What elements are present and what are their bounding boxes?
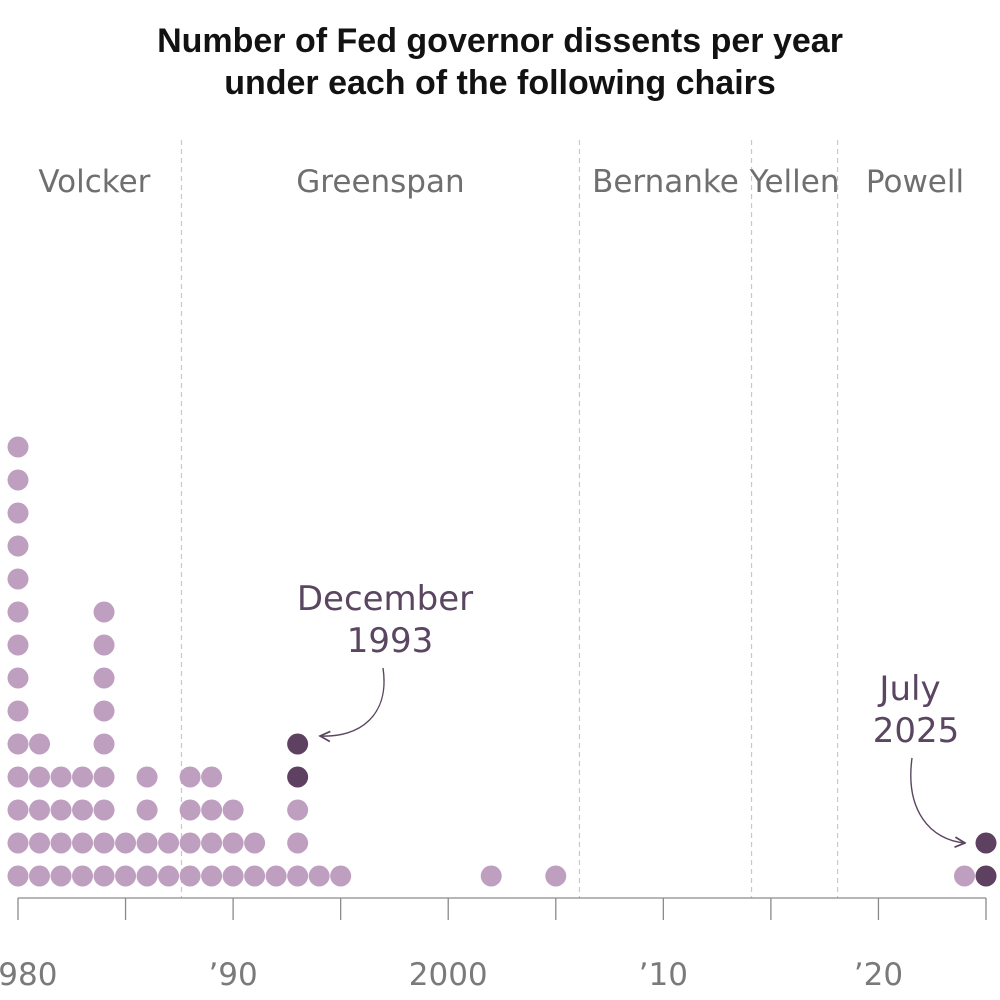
annotation-july-2025-line-1: July	[877, 669, 940, 709]
chair-label-yellen: Yellen	[749, 164, 840, 200]
dissent-dot-1982-1	[50, 865, 72, 887]
dissent-dot-1984-7	[93, 667, 115, 689]
dissent-dot-1984-4	[93, 766, 115, 788]
dissent-dot-2025-2	[975, 832, 997, 854]
x-tick-label-1980: 1980	[0, 957, 57, 993]
annotation-december-1993-line-1: December	[297, 579, 473, 619]
dissent-dot-1982-3	[50, 799, 72, 821]
dissent-dot-1984-1	[93, 865, 115, 887]
dissent-dot-1988-3	[179, 799, 201, 821]
dissent-dot-1980-3	[7, 799, 29, 821]
dissent-dot-1991-1	[244, 865, 266, 887]
chair-label-bernanke: Bernanke	[592, 164, 739, 200]
annotation-december-1993-line-2: 1993	[347, 621, 434, 661]
dissent-dot-2025-1	[975, 865, 997, 887]
dissent-dot-1984-6	[93, 700, 115, 722]
dissent-dot-1980-1	[7, 865, 29, 887]
chair-label-volcker: Volcker	[38, 164, 150, 200]
chair-labels: Volcker Greenspan Bernanke Yellen Powell	[38, 164, 964, 200]
x-tick-label-2010: ’10	[639, 957, 688, 993]
dissent-dot-1989-2	[201, 832, 223, 854]
x-axis: 1980 ’90 2000 ’10 ’20	[0, 897, 987, 993]
dissent-dot-1981-2	[29, 832, 51, 854]
dissent-dot-1986-2	[136, 832, 158, 854]
dissent-dot-1980-6	[7, 700, 29, 722]
dissent-dot-1982-2	[50, 832, 72, 854]
chart-title-line-1: Number of Fed governor dissents per year	[157, 22, 843, 60]
dissent-dots	[7, 436, 997, 887]
dissent-dot-1990-3	[222, 799, 244, 821]
chair-dividers	[180, 140, 839, 898]
dissent-dot-1989-1	[201, 865, 223, 887]
annotation-arrow-2025	[910, 757, 965, 843]
dissent-dot-1987-2	[158, 832, 180, 854]
dissent-dot-1981-5	[29, 733, 51, 755]
dissent-dot-2005-1	[545, 865, 567, 887]
x-tick-label-2020: ’20	[854, 957, 903, 993]
dissent-dot-1981-3	[29, 799, 51, 821]
chair-label-powell: Powell	[866, 164, 964, 200]
dissent-dot-1981-4	[29, 766, 51, 788]
dissent-dot-1988-1	[179, 865, 201, 887]
dissent-dot-1980-11	[7, 535, 29, 557]
dissent-dot-1993-2	[287, 832, 309, 854]
dissent-dot-1981-1	[29, 865, 51, 887]
dissent-dot-1980-9	[7, 601, 29, 623]
dissent-dot-1987-1	[158, 865, 180, 887]
x-tick-label-1990: ’90	[208, 957, 257, 993]
dissent-dot-1984-9	[93, 601, 115, 623]
dissent-dot-1990-2	[222, 832, 244, 854]
dissent-dot-1982-4	[50, 766, 72, 788]
dissent-dot-2002-1	[480, 865, 502, 887]
dissent-dot-1980-13	[7, 469, 29, 491]
dissent-dot-1983-2	[72, 832, 94, 854]
dissent-dot-1985-2	[115, 832, 137, 854]
dissent-dot-1983-3	[72, 799, 94, 821]
dissent-dot-1984-2	[93, 832, 115, 854]
annotation-july-2025-line-2: 2025	[873, 711, 960, 751]
dissent-dot-1991-2	[244, 832, 266, 854]
dissent-dot-1988-2	[179, 832, 201, 854]
dissent-dot-1980-4	[7, 766, 29, 788]
dissent-dot-1989-3	[201, 799, 223, 821]
dissent-dot-1992-1	[265, 865, 287, 887]
annotation-arrow-1993	[320, 667, 385, 736]
dissent-dot-1985-1	[115, 865, 137, 887]
dissent-dot-1986-3	[136, 799, 158, 821]
dissent-dot-1980-7	[7, 667, 29, 689]
chart-title-line-2: under each of the following chairs	[224, 64, 776, 102]
dissent-dot-1994-1	[308, 865, 330, 887]
dissent-dot-1980-10	[7, 568, 29, 590]
dissent-dot-1993-5	[287, 733, 309, 755]
dissent-dot-1984-5	[93, 733, 115, 755]
dissent-dot-1988-4	[179, 766, 201, 788]
dissent-dot-1993-4	[287, 766, 309, 788]
dissent-dot-1980-14	[7, 436, 29, 458]
dissent-dot-1984-3	[93, 799, 115, 821]
dissent-dot-1995-1	[330, 865, 352, 887]
dissent-dot-1983-1	[72, 865, 94, 887]
dissent-dot-1986-1	[136, 865, 158, 887]
dissent-dot-1986-4	[136, 766, 158, 788]
dissent-dot-1980-2	[7, 832, 29, 854]
dissent-dot-1993-3	[287, 799, 309, 821]
dissent-dot-1989-4	[201, 766, 223, 788]
dissent-dot-1990-1	[222, 865, 244, 887]
dissent-dot-1983-4	[72, 766, 94, 788]
dissent-dot-1980-8	[7, 634, 29, 656]
chair-label-greenspan: Greenspan	[296, 164, 464, 200]
x-tick-label-2000: 2000	[409, 957, 488, 993]
dissent-dot-1980-5	[7, 733, 29, 755]
dissent-dot-1980-12	[7, 502, 29, 524]
dissent-dot-1993-1	[287, 865, 309, 887]
dissent-dot-2024-1	[953, 865, 975, 887]
dissent-dot-1984-8	[93, 634, 115, 656]
